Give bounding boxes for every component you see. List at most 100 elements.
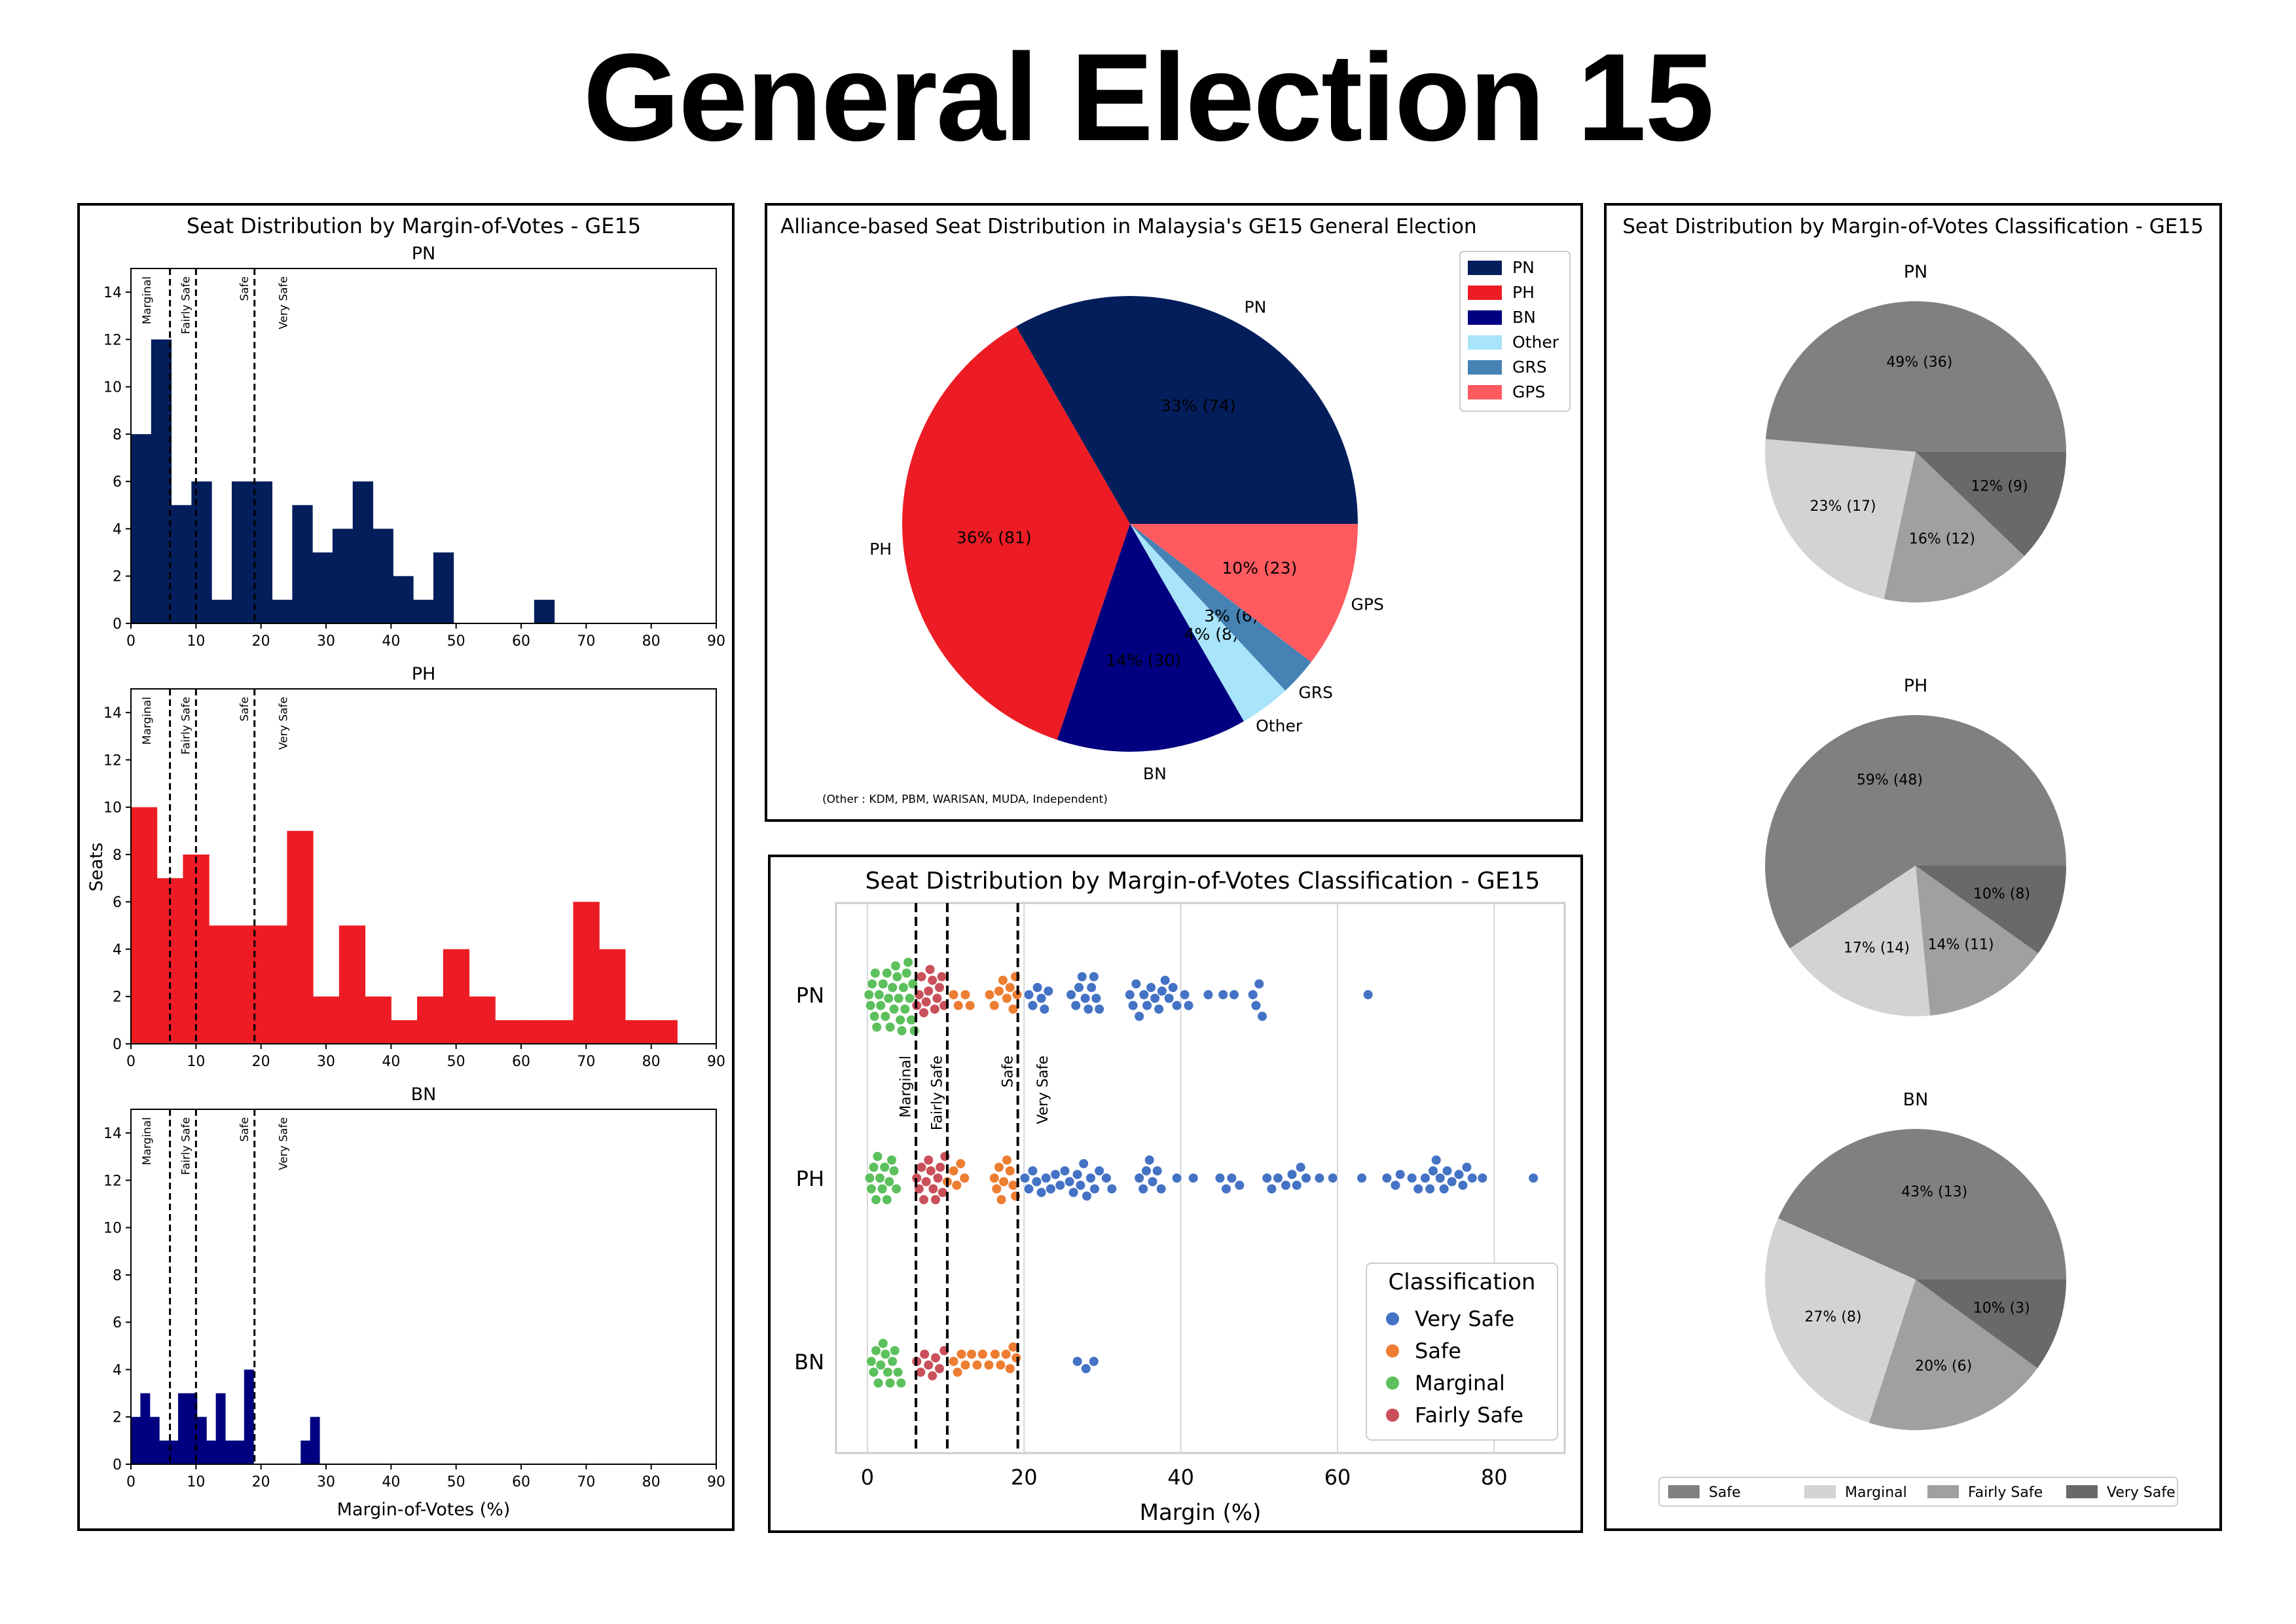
- y-tick-label: 2: [113, 989, 122, 1006]
- y-tick-label: 12: [103, 332, 122, 348]
- swarm-point: [891, 1183, 902, 1194]
- swarm-point: [1088, 971, 1099, 982]
- swarm-point: [1138, 1183, 1149, 1194]
- swarm-point: [948, 1356, 959, 1367]
- swarm-point: [1068, 1187, 1079, 1198]
- swarm-point: [932, 1173, 943, 1183]
- swarm-point: [866, 1183, 877, 1194]
- x-axis-label: Margin-of-Votes (%): [337, 1500, 511, 1520]
- x-axis-label: Margin (%): [1140, 1500, 1262, 1526]
- hist-subtitle: PH: [412, 664, 436, 684]
- swarm-point: [864, 989, 875, 1000]
- x-tick-label: 20: [252, 633, 270, 650]
- swarm-point: [955, 1158, 966, 1169]
- legend-swatch: [1468, 310, 1502, 325]
- x-tick-label: 10: [187, 1054, 205, 1070]
- swarm-point: [1004, 982, 1015, 993]
- swarm-point: [877, 1183, 888, 1194]
- swarm-point: [1171, 1173, 1182, 1183]
- swarm-point: [1091, 993, 1102, 1004]
- swarm-point: [1081, 1190, 1092, 1202]
- swarm-point: [904, 993, 915, 1004]
- hist-bar: [209, 925, 236, 1044]
- x-tick-label: 80: [642, 1054, 661, 1070]
- x-tick-label: 40: [382, 1474, 400, 1490]
- swarm-panel: Seat Distribution by Margin-of-Votes Cla…: [768, 855, 1583, 1533]
- swarm-point: [977, 1349, 988, 1359]
- swarm-point: [934, 1363, 945, 1374]
- swarm-point: [1183, 1000, 1194, 1011]
- swarm-point: [1254, 978, 1265, 989]
- pie-slice: [1765, 714, 2066, 949]
- swarm-point: [1179, 989, 1190, 1000]
- x-tick-label: 30: [317, 1474, 335, 1490]
- swarm-point: [923, 1359, 934, 1371]
- legend-label: Very Safe: [2107, 1485, 2176, 1501]
- swarm-point: [1461, 1162, 1472, 1173]
- swarm-point: [956, 1349, 967, 1359]
- legend-label: Safe: [1415, 1338, 1461, 1363]
- x-tick-label: 60: [512, 1474, 530, 1490]
- hist-bar: [231, 481, 253, 623]
- alliance-pie-chart: Alliance-based Seat Distribution in Mala…: [780, 215, 1571, 806]
- swarm-point: [927, 1371, 938, 1381]
- swarm-point: [927, 975, 938, 986]
- swarm-point: [1000, 1349, 1011, 1359]
- swarm-point: [959, 1173, 970, 1183]
- swarm-point: [881, 1194, 892, 1205]
- swarm-point: [1001, 1154, 1012, 1166]
- pie-slice: [1130, 524, 1286, 722]
- swarm-point: [930, 1194, 941, 1205]
- swarm-point: [1086, 982, 1097, 993]
- slice-pct-label: 16% (12): [1909, 531, 1975, 547]
- swarm-point: [1080, 1363, 1091, 1374]
- x-tick-label: 40: [382, 633, 400, 650]
- swarm-point: [886, 1154, 897, 1166]
- swarm-point: [1381, 1173, 1393, 1183]
- hist-bar: [338, 925, 366, 1044]
- hist-title: Seat Distribution by Margin-of-Votes - G…: [187, 213, 641, 238]
- x-tick-label: 70: [577, 1054, 595, 1070]
- swarm-point: [1234, 1180, 1245, 1190]
- swarm-point: [896, 1378, 907, 1388]
- pie-slice: [902, 326, 1130, 740]
- pie-title: Alliance-based Seat Distribution in Mala…: [780, 215, 1477, 238]
- swarm-point: [880, 1349, 891, 1359]
- legend-label: Marginal: [1845, 1485, 1907, 1501]
- hist-bar: [521, 1020, 548, 1044]
- y-tick-label: 14: [103, 285, 122, 301]
- legend-marker: [1386, 1344, 1399, 1357]
- swarm-point: [1078, 1158, 1089, 1169]
- hist-bar: [393, 576, 414, 623]
- threshold-label: Safe: [238, 697, 251, 722]
- slice-pct-label: 27% (8): [1804, 1309, 1861, 1325]
- swarm-point: [1072, 1169, 1083, 1180]
- slice-pct-label: 17% (14): [1844, 940, 1910, 956]
- legend-label: GRS: [1512, 358, 1547, 377]
- pie-slice: [1789, 866, 1931, 1016]
- swarm-point: [1075, 1180, 1086, 1190]
- swarm-point: [923, 1154, 934, 1166]
- swarm-point: [864, 1173, 875, 1183]
- y-tick-label: 10: [103, 800, 122, 817]
- hist-subtitle: BN: [411, 1084, 437, 1105]
- swarm-point: [1083, 1004, 1094, 1014]
- histogram-panel: Seat Distribution by Margin-of-Votes - G…: [77, 203, 735, 1531]
- x-tick-label: 80: [642, 633, 661, 650]
- legend-swatch: [1668, 1485, 1700, 1498]
- threshold-label: Very Safe: [1035, 1056, 1051, 1124]
- swarm-point: [889, 1345, 900, 1356]
- x-tick-label: 20: [252, 1474, 270, 1490]
- hist-bar: [287, 830, 314, 1044]
- swarm-point: [1027, 1000, 1038, 1011]
- swarm-point: [1140, 1166, 1152, 1176]
- x-tick-label: 90: [707, 633, 725, 650]
- swarm-point: [896, 1025, 907, 1036]
- y-tick-label: 6: [113, 474, 122, 490]
- swarm-point: [1159, 975, 1171, 986]
- x-tick-label: 0: [861, 1465, 874, 1490]
- threshold-label: Fairly Safe: [179, 276, 192, 334]
- hist-bar: [261, 925, 287, 1044]
- x-tick-label: 90: [707, 1054, 725, 1070]
- alliance-pie-panel: Alliance-based Seat Distribution in Mala…: [765, 203, 1583, 822]
